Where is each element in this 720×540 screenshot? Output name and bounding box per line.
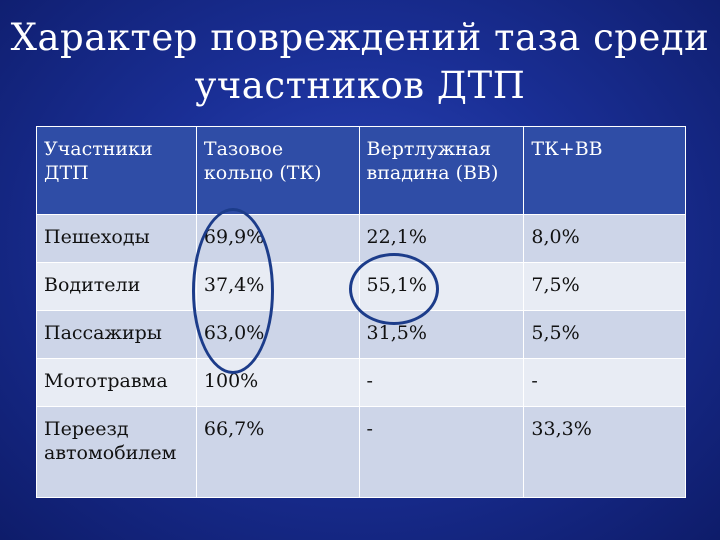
table-row: Пешеходы 69,9% 22,1% 8,0% bbox=[36, 214, 686, 263]
table-cell: 31,5% bbox=[358, 310, 525, 359]
header-cell: ТК+ВВ bbox=[523, 126, 686, 215]
table-cell: - bbox=[358, 406, 525, 498]
header-cell: Вертлужная впадина (ВВ) bbox=[358, 126, 525, 215]
highlight-circle bbox=[349, 253, 439, 325]
table-cell: 8,0% bbox=[523, 214, 686, 263]
table-cell: Мототравма bbox=[36, 358, 197, 407]
header-cell: Тазовое кольцо (ТК) bbox=[195, 126, 360, 215]
table-cell: Пассажиры bbox=[36, 310, 197, 359]
table-row: Пассажиры 63,0% 31,5% 5,5% bbox=[36, 310, 686, 359]
title-line-2: участников ДТП bbox=[194, 64, 526, 107]
highlight-circle bbox=[192, 208, 274, 374]
table-row: Мототравма 100% - - bbox=[36, 358, 686, 407]
table-cell: Водители bbox=[36, 262, 197, 311]
table-cell: Переезд автомобилем bbox=[36, 406, 197, 498]
table-cell: 7,5% bbox=[523, 262, 686, 311]
slide-title: Характер повреждений таза среди участник… bbox=[0, 14, 720, 110]
title-line-1: Характер повреждений таза среди bbox=[10, 16, 710, 59]
table-cell: Пешеходы bbox=[36, 214, 197, 263]
table-row: Переезд автомобилем 66,7% - 33,3% bbox=[36, 406, 686, 498]
table-cell: 33,3% bbox=[523, 406, 686, 498]
table-cell: - bbox=[358, 358, 525, 407]
header-cell: Участники ДТП bbox=[36, 126, 197, 215]
table-cell: 5,5% bbox=[523, 310, 686, 359]
table-cell: 66,7% bbox=[195, 406, 360, 498]
table-cell: - bbox=[523, 358, 686, 407]
injury-table: Участники ДТП Тазовое кольцо (ТК) Вертлу… bbox=[36, 126, 686, 498]
table-header-row: Участники ДТП Тазовое кольцо (ТК) Вертлу… bbox=[36, 126, 686, 215]
